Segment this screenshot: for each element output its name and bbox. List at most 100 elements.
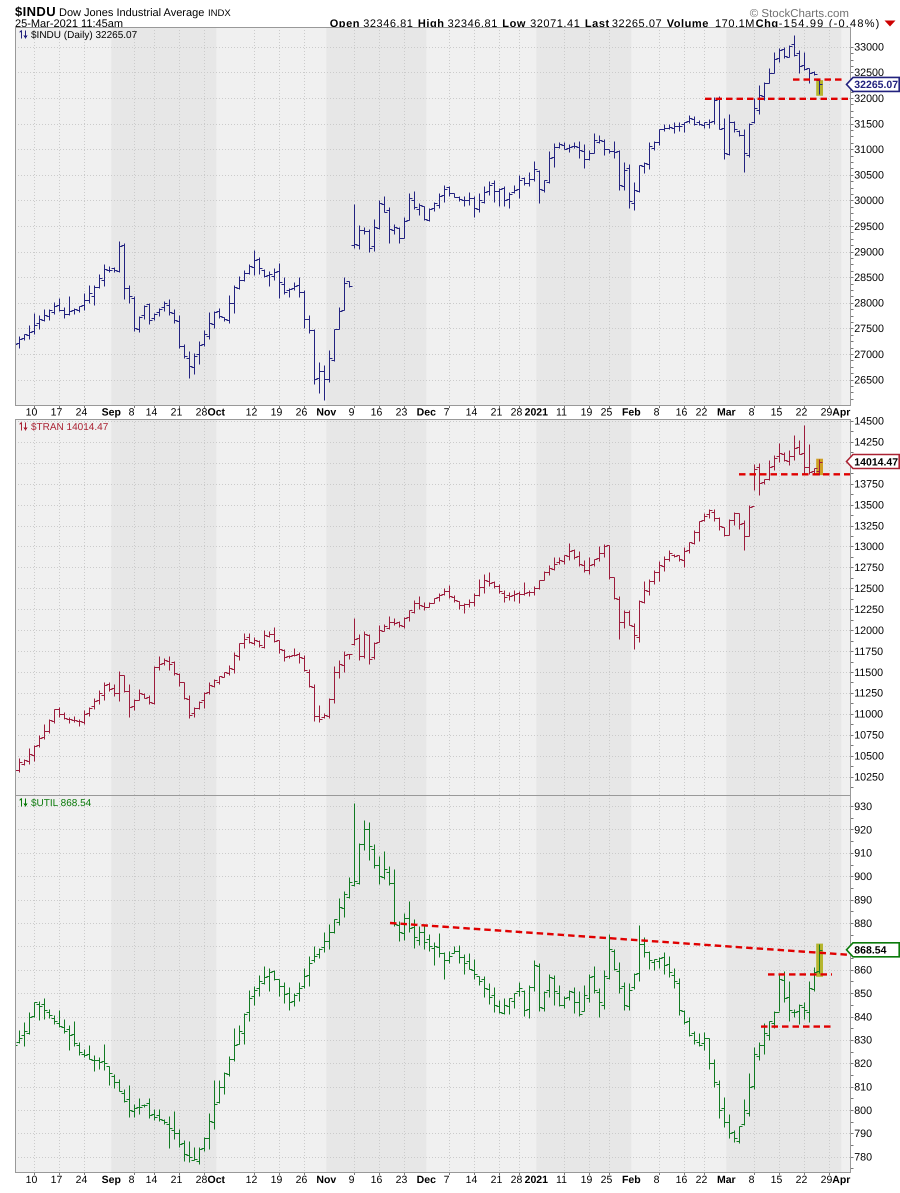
svg-text:11500: 11500 (854, 667, 883, 679)
svg-text:30500: 30500 (854, 170, 884, 182)
svg-text:27000: 27000 (854, 349, 884, 361)
svg-text:Feb: Feb (622, 1174, 641, 1186)
svg-text:10500: 10500 (854, 751, 884, 763)
svg-text:$UTIL 868.54: $UTIL 868.54 (31, 798, 92, 809)
svg-text:22: 22 (796, 407, 808, 419)
svg-text:850: 850 (854, 988, 872, 1000)
svg-text:830: 830 (854, 1035, 872, 1047)
svg-text:780: 780 (854, 1152, 872, 1164)
svg-text:Dec: Dec (417, 1174, 436, 1186)
svg-text:23: 23 (396, 1174, 408, 1186)
svg-text:30000: 30000 (854, 195, 884, 207)
svg-text:790: 790 (854, 1128, 872, 1140)
svg-text:Nov: Nov (316, 1174, 336, 1186)
svg-text:32500: 32500 (854, 67, 884, 79)
svg-text:8: 8 (654, 1174, 660, 1186)
svg-text:11750: 11750 (854, 646, 883, 658)
svg-text:23: 23 (396, 407, 408, 419)
svg-text:8: 8 (654, 407, 660, 419)
svg-text:Feb: Feb (622, 407, 641, 419)
svg-text:Dec: Dec (417, 407, 436, 419)
svg-text:13000: 13000 (854, 541, 884, 553)
svg-text:13750: 13750 (854, 479, 884, 491)
svg-text:19: 19 (271, 1174, 283, 1186)
svg-text:11: 11 (556, 407, 567, 419)
svg-text:16: 16 (676, 1174, 688, 1186)
svg-text:Mar: Mar (717, 1174, 736, 1186)
svg-text:Sep: Sep (102, 1174, 121, 1186)
svg-text:33000: 33000 (854, 42, 884, 54)
svg-text:Sep: Sep (102, 407, 121, 419)
svg-text:15: 15 (771, 1174, 783, 1186)
svg-text:7: 7 (444, 1174, 450, 1186)
svg-text:920: 920 (854, 824, 872, 836)
svg-text:11250: 11250 (854, 688, 883, 700)
svg-text:22: 22 (696, 407, 708, 419)
svg-text:2021: 2021 (525, 1174, 549, 1186)
svg-text:17: 17 (51, 407, 63, 419)
svg-text:Oct: Oct (208, 407, 226, 419)
svg-text:820: 820 (854, 1058, 872, 1070)
svg-text:$TRAN 14014.47: $TRAN 14014.47 (31, 422, 109, 433)
svg-text:14: 14 (466, 407, 478, 419)
svg-text:28: 28 (511, 1174, 523, 1186)
svg-text:13250: 13250 (854, 520, 884, 532)
svg-text:810: 810 (854, 1082, 872, 1094)
svg-text:13500: 13500 (854, 499, 884, 511)
svg-text:21: 21 (171, 407, 183, 419)
svg-text:860: 860 (854, 965, 872, 977)
svg-text:Dow Jones Industrial Average: Dow Jones Industrial Average (59, 7, 204, 19)
svg-text:19: 19 (271, 407, 283, 419)
svg-text:21: 21 (491, 407, 503, 419)
svg-text:868.54: 868.54 (854, 945, 886, 957)
svg-text:31500: 31500 (854, 118, 884, 130)
svg-text:910: 910 (854, 848, 872, 860)
svg-text:$INDU: $INDU (15, 4, 56, 19)
svg-text:26: 26 (296, 407, 308, 419)
svg-text:8: 8 (129, 407, 135, 419)
svg-text:24: 24 (76, 1174, 88, 1186)
svg-text:12000: 12000 (854, 625, 884, 637)
svg-text:14014.47: 14014.47 (854, 456, 898, 468)
svg-text:12750: 12750 (854, 562, 884, 574)
svg-text:28000: 28000 (854, 298, 884, 310)
svg-text:29: 29 (821, 407, 833, 419)
svg-text:12500: 12500 (854, 583, 884, 595)
svg-text:21: 21 (171, 1174, 183, 1186)
svg-text:22: 22 (796, 1174, 808, 1186)
svg-text:28: 28 (196, 407, 208, 419)
svg-text:31000: 31000 (854, 144, 884, 156)
svg-text:890: 890 (854, 894, 872, 906)
svg-text:12250: 12250 (854, 604, 884, 616)
svg-text:24: 24 (76, 407, 88, 419)
svg-text:17: 17 (51, 1174, 63, 1186)
svg-text:8: 8 (749, 407, 755, 419)
svg-text:28500: 28500 (854, 272, 884, 284)
svg-text:25: 25 (601, 407, 613, 419)
svg-text:10: 10 (26, 1174, 38, 1186)
svg-text:14: 14 (146, 1174, 158, 1186)
svg-text:Apr: Apr (832, 1174, 850, 1186)
svg-text:22: 22 (696, 1174, 708, 1186)
svg-text:12: 12 (246, 1174, 258, 1186)
svg-text:11: 11 (556, 1174, 567, 1186)
svg-text:Apr: Apr (832, 407, 850, 419)
svg-text:15: 15 (771, 407, 783, 419)
svg-text:14: 14 (466, 1174, 478, 1186)
svg-text:29000: 29000 (854, 246, 884, 258)
svg-text:7: 7 (444, 407, 450, 419)
svg-text:2021: 2021 (525, 407, 549, 419)
svg-text:14500: 14500 (854, 416, 884, 428)
svg-text:© StockCharts.com: © StockCharts.com (750, 8, 849, 20)
svg-text:28: 28 (196, 1174, 208, 1186)
svg-text:16: 16 (676, 407, 688, 419)
svg-text:800: 800 (854, 1105, 872, 1117)
svg-text:880: 880 (854, 918, 872, 930)
svg-text:26500: 26500 (854, 374, 884, 386)
svg-text:11000: 11000 (854, 709, 883, 721)
svg-text:930: 930 (854, 801, 872, 813)
svg-text:26: 26 (296, 1174, 308, 1186)
svg-text:12: 12 (246, 407, 258, 419)
svg-text:14: 14 (146, 407, 158, 419)
svg-text:19: 19 (581, 1174, 593, 1186)
